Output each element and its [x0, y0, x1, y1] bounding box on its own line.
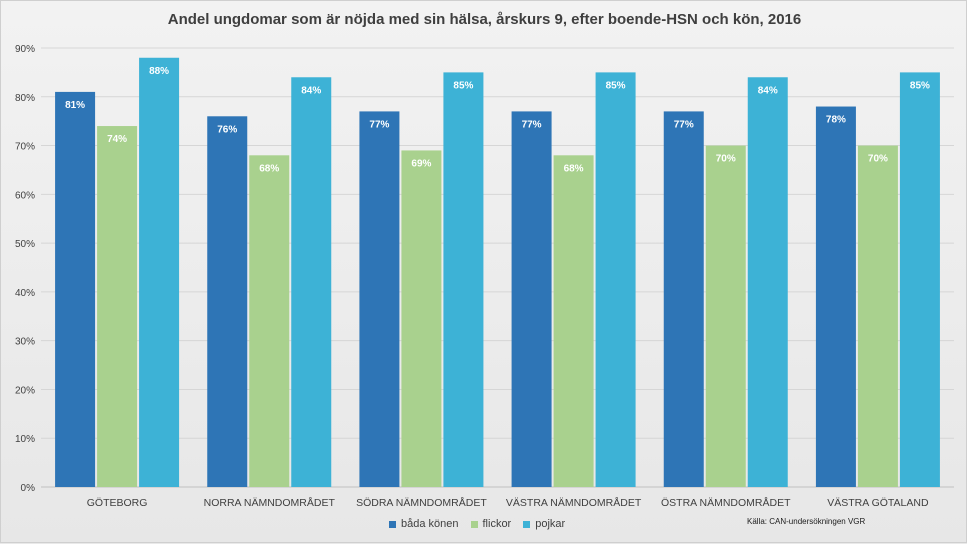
bar — [207, 116, 248, 488]
bar — [291, 77, 332, 488]
legend-swatch — [389, 520, 396, 528]
x-tick-label: SÖDRA NÄMNDOMRÅDET — [356, 496, 487, 509]
legend-label: flickor — [482, 518, 512, 530]
y-tick-label: 50% — [15, 239, 35, 250]
source-note: Källa: CAN-undersökningen VGR — [747, 517, 866, 526]
legend-item-bada-konen: båda könen — [389, 518, 459, 530]
data-label: 85% — [453, 80, 473, 91]
data-label: 70% — [716, 154, 736, 165]
legend-label: båda könen — [401, 518, 459, 530]
bar — [511, 111, 552, 488]
data-label: 70% — [868, 154, 888, 165]
x-tick-label: GÖTEBORG — [87, 497, 148, 509]
bar — [899, 72, 940, 487]
bar — [553, 155, 594, 488]
data-label: 84% — [301, 85, 321, 96]
y-tick-label: 40% — [15, 288, 35, 299]
data-label: 68% — [564, 163, 584, 174]
bar — [595, 72, 636, 487]
bar — [443, 72, 484, 487]
legend-item-pojkar: pojkar — [523, 518, 565, 530]
data-label: 84% — [758, 85, 778, 96]
data-label: 78% — [826, 115, 846, 126]
x-tick-label: VÄSTRA NÄMNDOMRÅDET — [506, 496, 642, 509]
data-label: 77% — [674, 119, 694, 130]
bar — [359, 111, 400, 488]
data-label: 85% — [910, 80, 930, 91]
bar — [815, 106, 856, 488]
data-label: 74% — [107, 134, 127, 145]
y-tick-label: 70% — [15, 142, 35, 153]
y-tick-label: 80% — [15, 93, 35, 104]
legend-label: pojkar — [535, 518, 566, 530]
data-label: 68% — [259, 163, 279, 174]
data-label: 69% — [411, 158, 431, 169]
bar — [55, 91, 96, 488]
bar — [139, 57, 180, 487]
data-label: 81% — [65, 100, 85, 111]
data-label: 77% — [369, 119, 389, 130]
legend-item-flickor: flickor — [470, 518, 512, 530]
legend-swatch — [523, 520, 531, 528]
data-label: 88% — [149, 66, 169, 77]
y-tick-label: 60% — [15, 190, 35, 201]
y-tick-label: 20% — [15, 385, 35, 396]
legend: båda könen flickor pojkar — [389, 518, 565, 530]
y-tick-label: 0% — [21, 483, 36, 494]
data-label: 77% — [522, 119, 542, 130]
bar — [663, 111, 704, 488]
bar — [747, 77, 788, 488]
x-tick-label: NORRA NÄMNDOMRÅDET — [204, 496, 336, 509]
bar — [97, 126, 138, 488]
data-label: 76% — [217, 124, 237, 135]
chart-title: Andel ungdomar som är nöjda med sin häls… — [167, 11, 802, 28]
bar — [705, 145, 746, 488]
y-tick-label: 10% — [15, 434, 35, 445]
bar — [857, 145, 898, 488]
legend-swatch — [470, 520, 478, 528]
y-tick-label: 30% — [15, 337, 35, 348]
bar — [401, 150, 442, 487]
y-tick-label: 90% — [15, 44, 35, 55]
x-tick-label: ÖSTRA NÄMNDOMRÅDET — [661, 496, 791, 509]
bar — [249, 155, 290, 488]
x-tick-label: VÄSTRA GÖTALAND — [827, 497, 929, 509]
data-label: 85% — [606, 80, 626, 91]
